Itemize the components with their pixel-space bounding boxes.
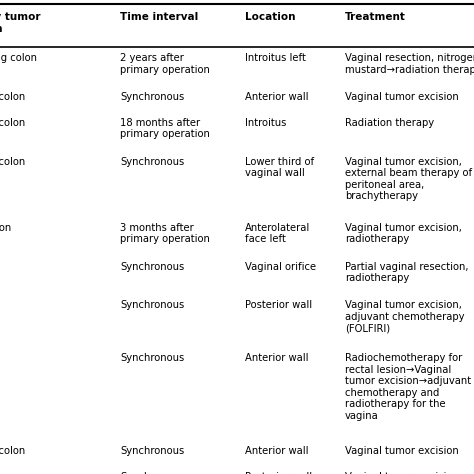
Text: 3 months after
primary operation: 3 months after primary operation [120, 222, 210, 244]
Text: Introitus: Introitus [245, 118, 286, 128]
Text: Radiochemotherapy for
rectal lesion→Vaginal
tumor excision→adjuvant
chemotherapy: Radiochemotherapy for rectal lesion→Vagi… [345, 353, 471, 421]
Text: Posterior wall: Posterior wall [245, 472, 312, 474]
Text: 18 months after
primary operation: 18 months after primary operation [120, 118, 210, 139]
Text: Right colon: Right colon [0, 222, 11, 233]
Text: Vaginal tumor excision: Vaginal tumor excision [345, 446, 459, 456]
Text: Synchronous: Synchronous [120, 353, 184, 363]
Text: Posterior wall: Posterior wall [245, 301, 312, 310]
Text: Time interval: Time interval [120, 12, 198, 22]
Text: Synchronous: Synchronous [120, 472, 184, 474]
Text: Treatment: Treatment [345, 12, 406, 22]
Text: Synchronous: Synchronous [120, 262, 184, 272]
Text: Synchronous: Synchronous [120, 156, 184, 166]
Text: Sigmoid colon: Sigmoid colon [0, 446, 25, 456]
Text: Anterior wall: Anterior wall [245, 446, 309, 456]
Text: 2 years after
primary operation: 2 years after primary operation [120, 53, 210, 74]
Text: Introitus left: Introitus left [245, 53, 306, 63]
Text: Sigmoid colon: Sigmoid colon [0, 92, 25, 102]
Text: Vaginal tumor excision,
external beam therapy of
peritoneal area,
brachytherapy: Vaginal tumor excision, external beam th… [345, 156, 472, 201]
Text: Primary tumor
location: Primary tumor location [0, 12, 40, 34]
Text: Anterolateral
face left: Anterolateral face left [245, 222, 310, 244]
Text: Location: Location [245, 12, 295, 22]
Text: Vaginal tumor excision,
radiotherapy: Vaginal tumor excision, radiotherapy [345, 222, 462, 244]
Text: Anterior wall: Anterior wall [245, 92, 309, 102]
Text: Radiation therapy: Radiation therapy [345, 118, 434, 128]
Text: Vaginal orifice: Vaginal orifice [245, 262, 316, 272]
Text: Synchronous: Synchronous [120, 446, 184, 456]
Text: Sigmoid colon: Sigmoid colon [0, 156, 25, 166]
Text: Ascending colon: Ascending colon [0, 53, 37, 63]
Text: Vaginal resection, nitrogen
mustard→radiation therapy: Vaginal resection, nitrogen mustard→radi… [345, 53, 474, 74]
Text: Lower third of
vaginal wall: Lower third of vaginal wall [245, 156, 314, 178]
Text: Vaginal tumor excision,
adjuvant chemotherapy
(FOLFIRI): Vaginal tumor excision, adjuvant chemoth… [345, 301, 465, 334]
Text: Vaginal tumor excision: Vaginal tumor excision [345, 92, 459, 102]
Text: Anterior wall: Anterior wall [245, 353, 309, 363]
Text: Synchronous: Synchronous [120, 92, 184, 102]
Text: Partial vaginal resection,
radiotherapy: Partial vaginal resection, radiotherapy [345, 262, 468, 283]
Text: Synchronous: Synchronous [120, 301, 184, 310]
Text: Vaginal tumor excision: Vaginal tumor excision [345, 472, 459, 474]
Text: Sigmoid colon: Sigmoid colon [0, 118, 25, 128]
